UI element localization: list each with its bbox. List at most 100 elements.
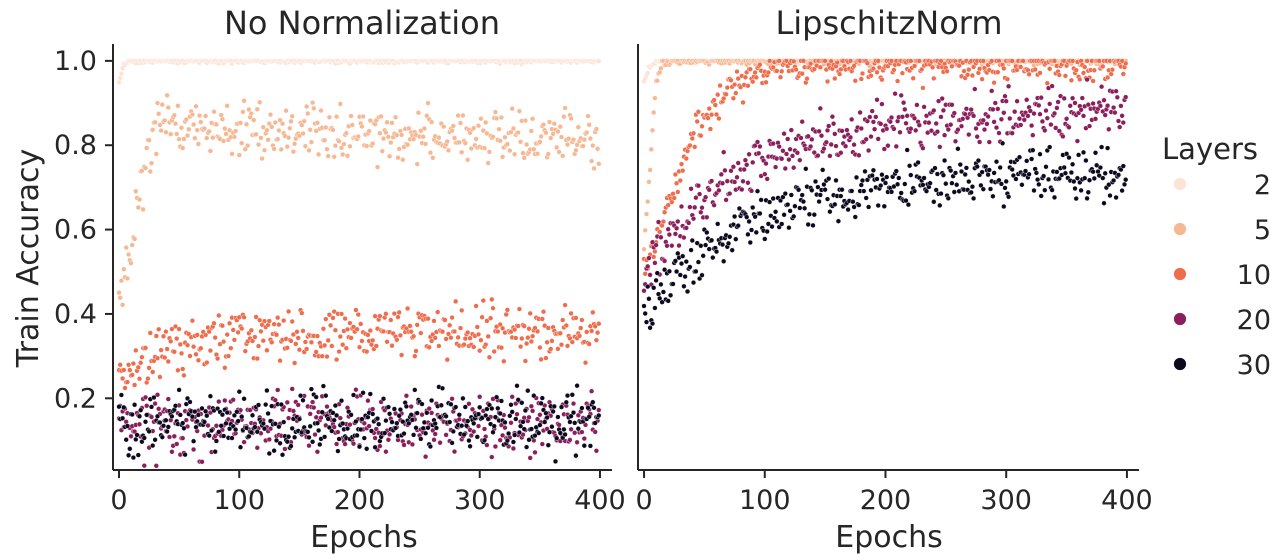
data-point [350,441,357,447]
y-axis-label: Train Accuracy [11,149,46,368]
data-point [1039,118,1046,125]
data-point [231,412,238,419]
data-point [572,420,578,426]
data-point [713,249,720,255]
data-point [948,168,954,174]
data-point [480,298,486,304]
data-point [504,141,511,147]
data-point [750,79,756,85]
data-point [411,136,417,142]
data-point [123,245,129,251]
data-point [642,310,648,317]
data-point [136,197,143,203]
data-point [359,338,365,344]
data-point [277,117,283,123]
data-point [254,445,260,451]
data-point [1121,181,1128,188]
data-point [308,139,315,145]
data-point [1110,177,1117,184]
data-point [489,454,495,460]
data-point [353,307,359,313]
data-point [326,312,333,318]
data-point [537,139,543,145]
data-point [443,432,449,438]
data-point [393,425,399,431]
data-point [295,402,301,408]
data-point [528,426,535,432]
data-point [543,130,549,136]
data-point [395,155,401,161]
data-point [323,316,329,322]
data-point [943,181,949,187]
data-point [1114,94,1120,100]
data-point [130,361,137,367]
data-point [702,194,709,200]
data-point [868,134,874,140]
data-point [892,91,898,97]
data-point [164,428,170,435]
data-point [672,231,679,237]
data-point [870,65,877,72]
data-point [329,428,335,434]
data-point [336,436,342,442]
data-point [1083,157,1089,164]
data-point [503,311,509,318]
data-point [174,131,180,137]
data-point [711,202,717,208]
data-point [320,326,327,332]
data-point [516,429,523,436]
data-point [298,393,304,399]
data-point [820,167,826,173]
data-point [561,426,567,433]
data-point [849,116,855,123]
data-point [465,418,471,424]
data-point [540,309,547,315]
data-point [468,432,474,439]
data-point [344,326,351,333]
data-point [582,360,589,366]
data-point [839,187,845,193]
data-point [686,220,692,226]
data-point [1049,83,1055,89]
data-point [418,330,424,336]
data-point [118,278,125,284]
data-point [307,423,313,429]
data-point [652,95,658,101]
data-point [568,115,574,122]
data-point [347,143,353,149]
data-point [1036,181,1042,188]
data-point [165,104,171,111]
data-point [364,349,370,355]
data-point [672,171,679,178]
data-point [544,414,550,421]
data-point [460,112,466,119]
data-point [681,235,687,241]
data-point [957,162,963,168]
data-point [1069,58,1076,64]
data-point [838,150,844,156]
data-point [174,336,180,342]
data-point [498,345,505,351]
data-point [970,195,977,202]
data-point [902,106,908,113]
data-point [525,335,531,341]
data-point [647,272,653,278]
data-point [688,186,694,192]
data-point [944,68,950,74]
data-point [660,219,667,225]
data-point [1037,70,1043,76]
data-point [1106,126,1112,132]
data-point [350,392,357,398]
data-point [449,315,455,321]
data-point [555,414,561,420]
data-point [861,188,867,194]
data-point [797,157,803,163]
data-point [356,444,363,450]
data-point [338,311,345,317]
data-point [425,425,431,431]
data-point [222,365,228,371]
data-point [750,204,756,211]
data-point [461,432,467,438]
data-point [217,341,223,347]
data-point [847,134,854,141]
